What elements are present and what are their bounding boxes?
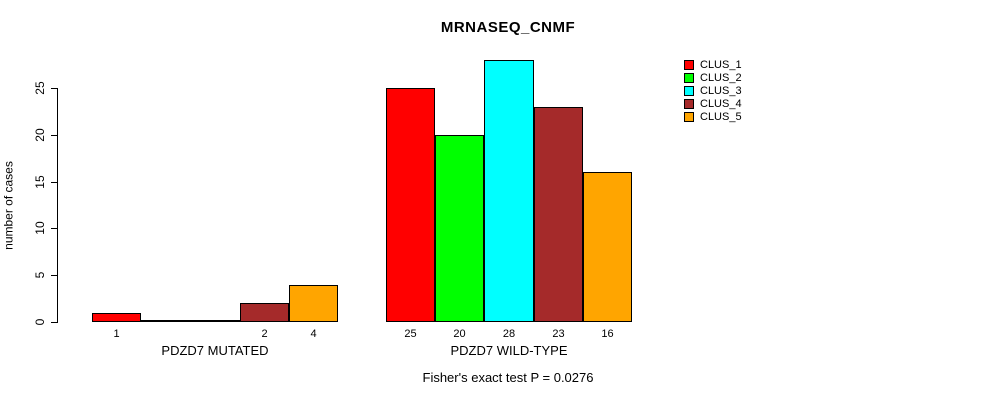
y-tick-mark <box>51 135 57 136</box>
y-tick-mark <box>51 182 57 183</box>
legend-label: CLUS_3 <box>700 84 742 97</box>
bar <box>92 313 141 322</box>
bar <box>289 285 338 322</box>
legend-swatch-icon <box>684 99 694 109</box>
x-group-label: PDZD7 WILD-TYPE <box>450 343 568 358</box>
bar-zero-line <box>190 320 240 322</box>
bar <box>240 303 289 322</box>
legend-item: CLUS_4 <box>684 97 742 110</box>
bar-value-label: 16 <box>601 328 614 340</box>
y-tick-label: 5 <box>33 271 47 279</box>
chart-title: MRNASEQ_CNMF <box>440 19 576 36</box>
legend-item: CLUS_5 <box>684 110 742 123</box>
legend: CLUS_1 CLUS_2 CLUS_3 CLUS_4 CLUS_5 <box>684 58 742 125</box>
bar-value-label: 20 <box>453 328 466 340</box>
legend-label: CLUS_2 <box>700 71 742 84</box>
x-group-label: PDZD7 MUTATED <box>161 343 269 358</box>
y-tick-mark <box>51 228 57 229</box>
bar-value-label: 28 <box>502 328 516 340</box>
y-tick-mark <box>51 322 57 323</box>
bar <box>386 88 435 322</box>
y-tick-label: 20 <box>33 128 47 142</box>
bar <box>534 107 583 322</box>
legend-swatch-icon <box>684 73 694 83</box>
legend-item: CLUS_3 <box>684 84 742 97</box>
bar-value-label: 2 <box>261 328 268 340</box>
legend-item: CLUS_1 <box>684 58 742 71</box>
y-tick-mark <box>51 88 57 89</box>
bar <box>583 172 632 322</box>
bar-zero-line <box>141 320 190 322</box>
legend-label: CLUS_5 <box>700 110 742 123</box>
bar <box>484 60 534 322</box>
legend-swatch-icon <box>684 112 694 122</box>
legend-label: CLUS_1 <box>700 58 742 71</box>
bar-value-label: 4 <box>310 328 317 340</box>
caption-text: Fisher's exact test P = 0.0276 <box>422 370 594 385</box>
bar-value-label: 23 <box>552 328 565 340</box>
y-tick-label: 0 <box>33 318 47 326</box>
y-tick-label: 10 <box>33 221 47 235</box>
legend-label: CLUS_4 <box>700 97 742 110</box>
bar <box>435 135 484 322</box>
y-tick-label: 15 <box>33 175 47 189</box>
bar-value-label: 1 <box>113 328 120 340</box>
legend-swatch-icon <box>684 60 694 70</box>
legend-swatch-icon <box>684 86 694 96</box>
bar-value-label: 25 <box>404 328 417 340</box>
legend-item: CLUS_2 <box>684 71 742 84</box>
y-tick-mark <box>51 275 57 276</box>
y-axis-line <box>57 88 58 323</box>
y-tick-label: 25 <box>33 81 47 95</box>
